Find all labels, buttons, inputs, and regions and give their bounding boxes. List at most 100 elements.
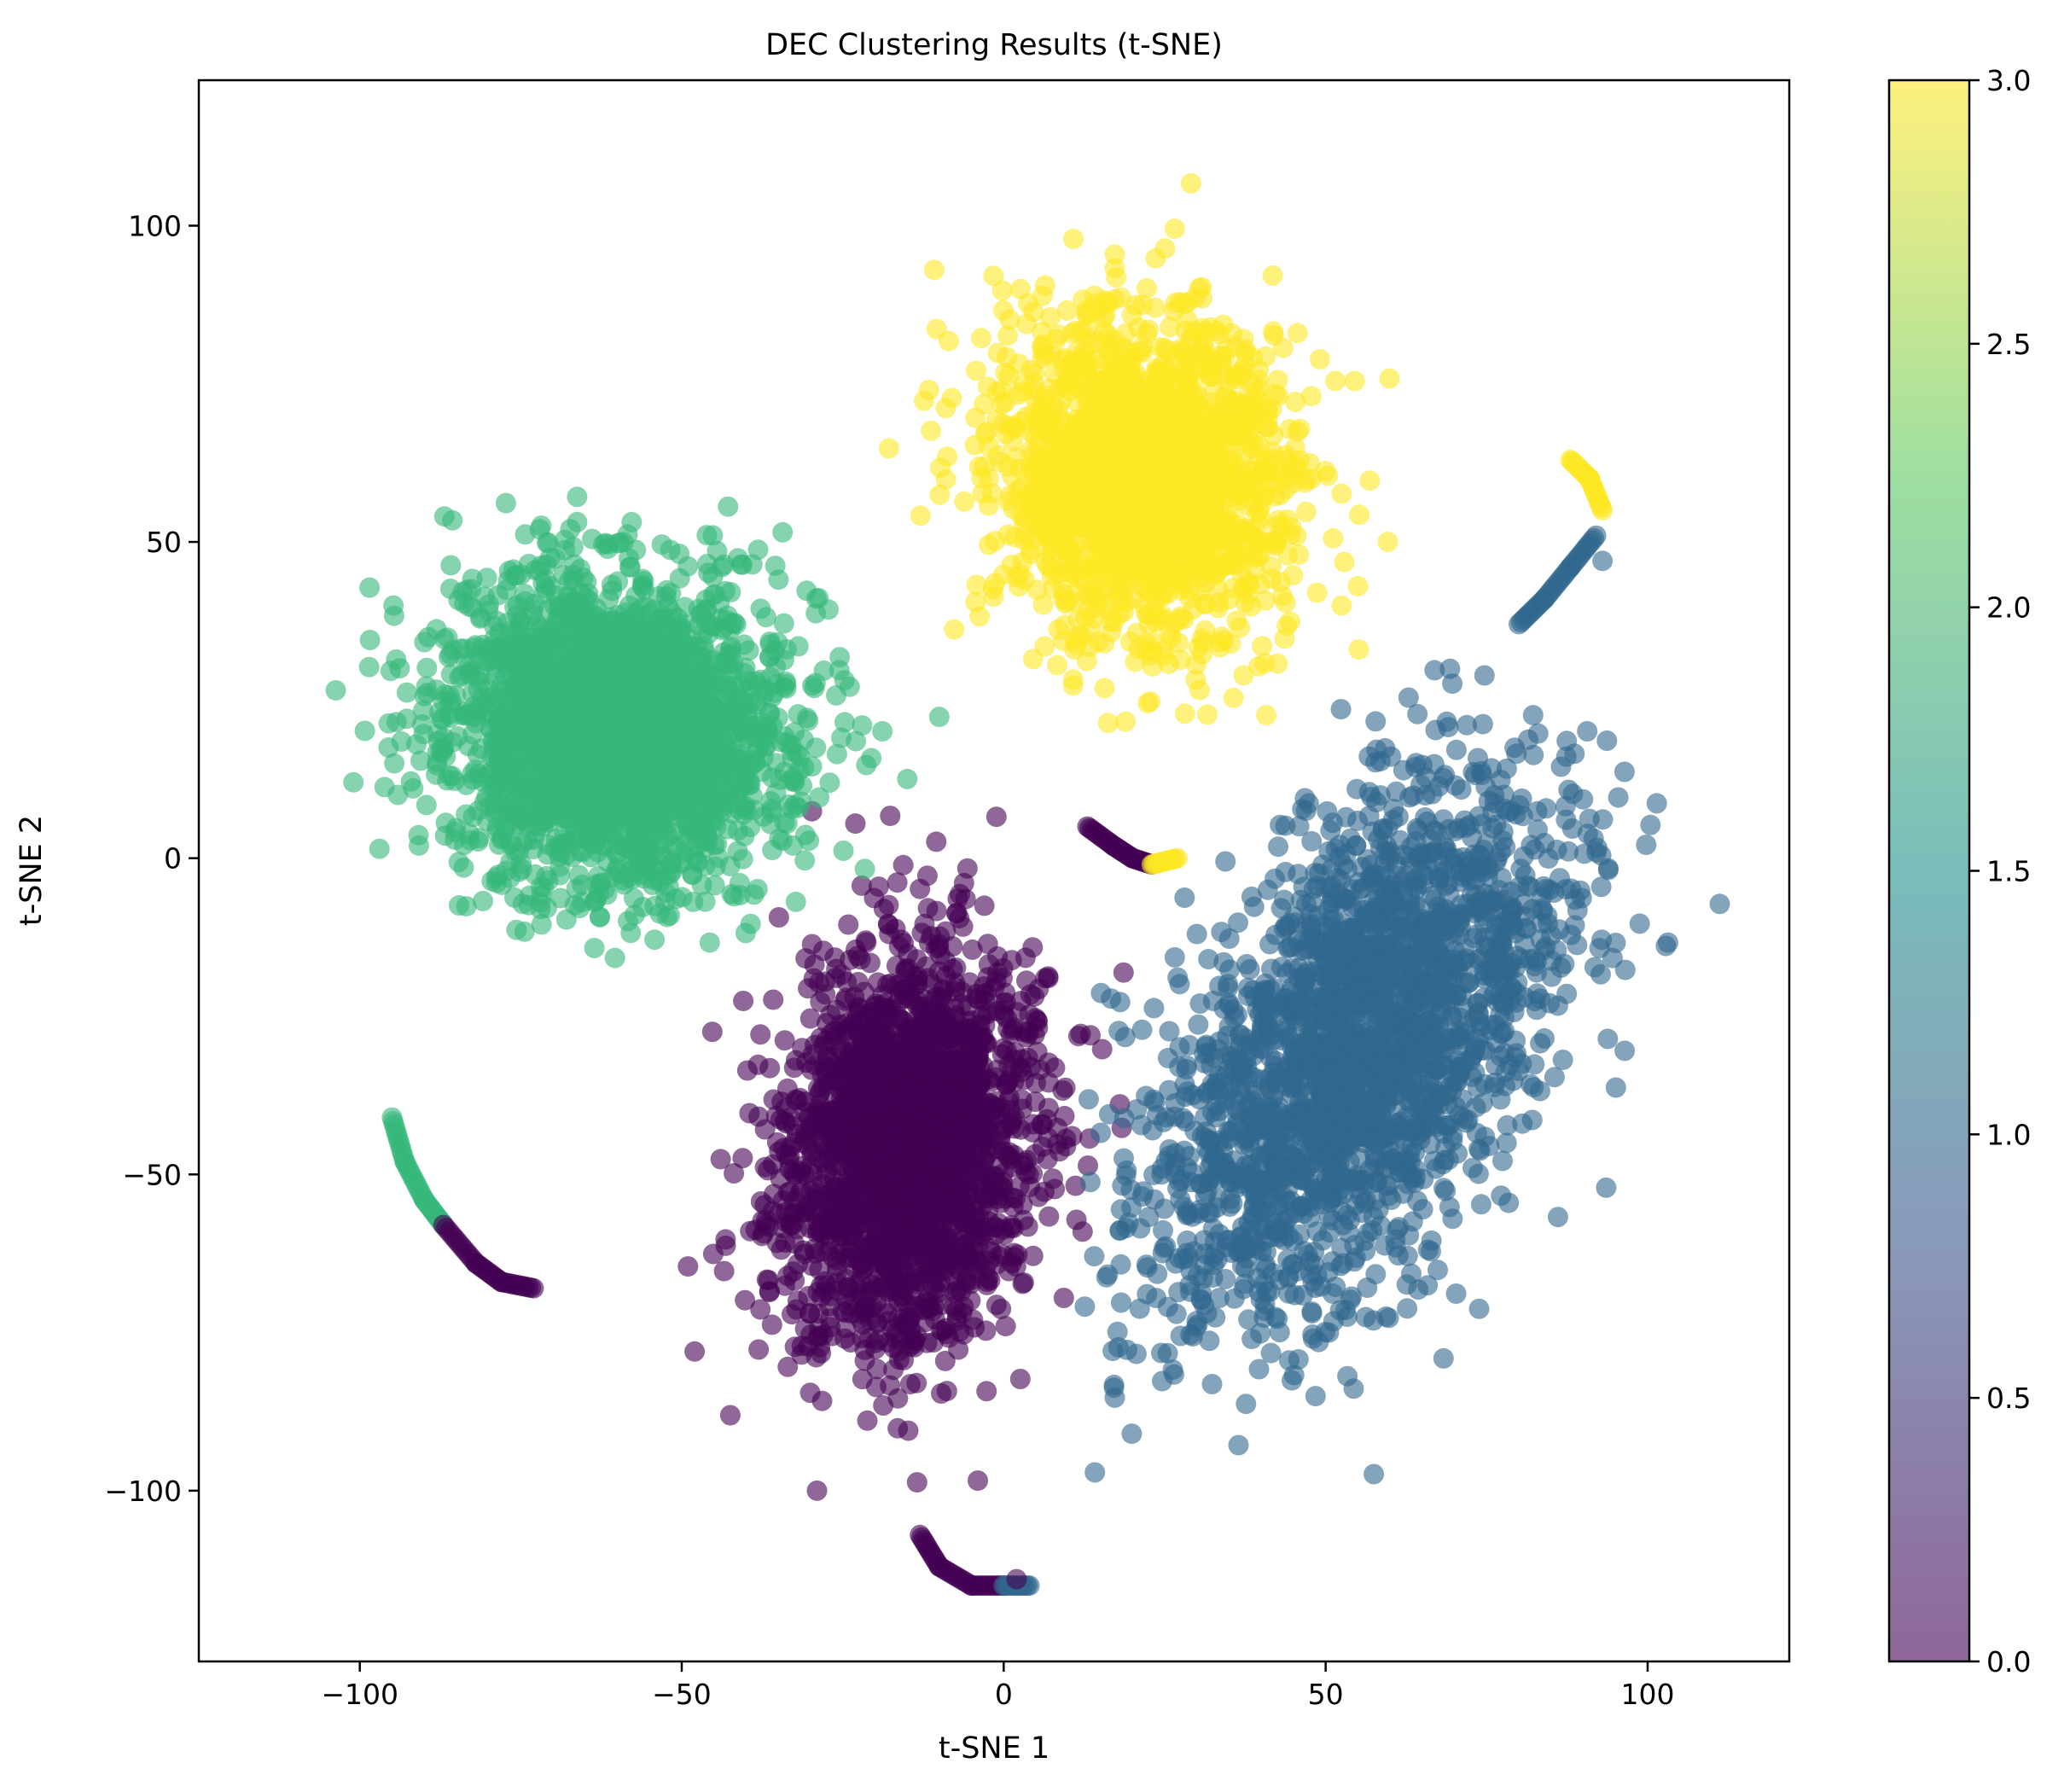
data-point <box>1022 1245 1044 1266</box>
data-point <box>1369 994 1391 1015</box>
data-point <box>967 988 987 1009</box>
data-point <box>1445 739 1467 760</box>
data-point <box>904 1021 925 1043</box>
data-point <box>777 1182 799 1203</box>
data-point <box>735 1289 756 1311</box>
data-point <box>847 945 869 967</box>
data-point <box>1312 854 1334 876</box>
data-point <box>1472 713 1493 735</box>
data-point <box>916 1136 938 1157</box>
data-point <box>1125 1343 1147 1364</box>
data-point <box>748 1106 770 1127</box>
data-point <box>935 1006 957 1027</box>
data-point <box>1419 918 1440 940</box>
data-point <box>1436 711 1457 732</box>
data-point <box>776 1078 798 1099</box>
data-point <box>1251 1218 1272 1239</box>
data-point <box>823 1030 844 1051</box>
data-point <box>1159 1021 1180 1042</box>
data-point <box>1579 808 1600 829</box>
data-point <box>1365 1028 1387 1050</box>
data-point <box>1215 1269 1236 1289</box>
data-point <box>1589 938 1610 958</box>
data-point <box>1387 945 1407 966</box>
data-point <box>866 1359 887 1380</box>
data-point <box>1319 993 1340 1015</box>
data-point <box>991 968 1013 989</box>
data-point <box>1167 967 1189 988</box>
data-point <box>1376 865 1397 887</box>
data-point <box>1109 992 1131 1013</box>
data-point <box>1090 982 1112 1004</box>
data-point <box>1398 687 1419 708</box>
data-point <box>1255 1025 1276 1046</box>
data-point <box>774 1030 795 1051</box>
data-point <box>1386 781 1407 802</box>
data-point <box>986 1000 1008 1021</box>
data-point <box>1447 1143 1468 1164</box>
data-point <box>1218 928 1240 949</box>
data-point <box>1463 928 1485 949</box>
data-point <box>801 934 823 955</box>
data-point <box>868 1158 889 1179</box>
data-point <box>1558 841 1579 862</box>
data-point <box>910 878 931 899</box>
data-point <box>1357 1277 1378 1298</box>
data-point <box>1353 952 1375 973</box>
data-point <box>828 1099 849 1120</box>
data-point <box>960 1273 981 1295</box>
data-point <box>898 1311 918 1332</box>
data-point <box>1427 1260 1448 1281</box>
data-point <box>1456 948 1477 969</box>
data-point <box>1098 1103 1119 1125</box>
data-point <box>1244 1084 1265 1105</box>
data-point <box>1078 1155 1098 1176</box>
data-point <box>965 1226 986 1248</box>
data-point <box>968 1470 988 1492</box>
data-point <box>934 1350 956 1371</box>
data-point <box>1288 957 1310 979</box>
data-point <box>1180 1260 1201 1282</box>
data-point <box>1178 1145 1200 1167</box>
data-point <box>1323 812 1343 834</box>
data-point <box>1038 966 1059 987</box>
data-point <box>724 1163 745 1184</box>
data-point <box>1614 1040 1636 1062</box>
data-point <box>880 806 901 827</box>
data-point <box>1217 1045 1238 1066</box>
data-point <box>1198 949 1219 969</box>
data-point <box>1022 1121 1044 1143</box>
data-point <box>1468 1298 1490 1319</box>
data-point <box>1043 1168 1063 1190</box>
data-point <box>885 1104 906 1126</box>
data-point <box>930 1112 951 1133</box>
data-point <box>758 1160 778 1181</box>
data-point <box>1329 964 1350 986</box>
data-point <box>974 895 995 916</box>
data-point <box>1330 1255 1352 1277</box>
data-point <box>1303 878 1324 899</box>
data-point <box>866 1271 887 1292</box>
data-point <box>732 1148 753 1169</box>
data-point <box>1596 730 1618 751</box>
cluster-2-points <box>325 486 950 969</box>
data-point <box>1467 992 1488 1014</box>
data-point <box>1567 934 1588 956</box>
data-point <box>1442 1126 1463 1147</box>
data-point <box>1037 1149 1058 1170</box>
data-point <box>1308 1190 1329 1211</box>
data-point <box>1383 799 1404 820</box>
data-point <box>1474 665 1495 686</box>
data-point <box>1288 816 1310 837</box>
data-point <box>1445 1283 1467 1304</box>
data-point <box>1325 1277 1346 1297</box>
data-point <box>1001 950 1022 971</box>
data-point <box>1136 1085 1157 1107</box>
data-point <box>1469 890 1491 911</box>
data-point <box>1397 1298 1418 1319</box>
data-point <box>1333 1214 1353 1236</box>
data-point <box>1270 898 1292 919</box>
data-point <box>1435 1180 1457 1201</box>
data-point <box>962 1309 984 1330</box>
data-points-layer <box>325 172 1730 1597</box>
